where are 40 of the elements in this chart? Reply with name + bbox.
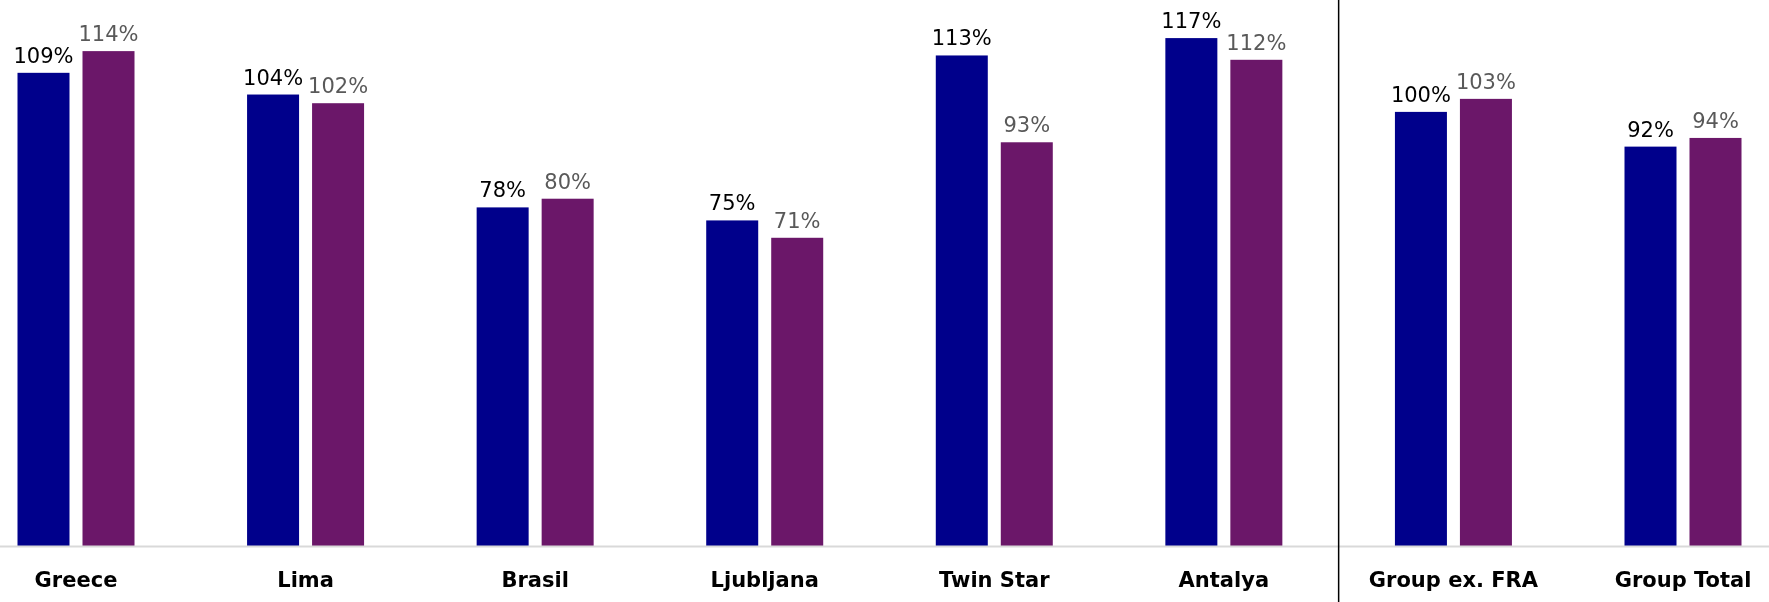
bar [1230, 59, 1283, 546]
bar [1394, 111, 1447, 546]
data-label: 78% [479, 178, 526, 203]
data-label: 80% [544, 169, 591, 194]
data-label: 103% [1455, 69, 1516, 94]
data-label: 109% [13, 43, 74, 68]
bar [771, 237, 824, 546]
data-label: 93% [1003, 113, 1051, 138]
data-label: 104% [243, 65, 304, 90]
bar [541, 198, 594, 546]
x-tick-label: Ljubljana [710, 568, 819, 592]
bar [247, 94, 300, 546]
data-label: 113% [931, 26, 992, 51]
bar [82, 51, 135, 546]
x-tick-label: Lima [277, 568, 334, 592]
bar [476, 207, 529, 546]
x-tick-label: Greece [34, 568, 118, 592]
data-label: 75% [708, 191, 756, 216]
bar [935, 55, 988, 546]
data-label: 94% [1692, 108, 1739, 133]
x-tick-label: Group Total [1614, 568, 1752, 592]
bar [312, 103, 365, 546]
data-label: 117% [1161, 9, 1222, 34]
bar [706, 220, 759, 546]
x-tick-label: Group ex. FRA [1368, 568, 1539, 592]
x-tick-label: Brasil [501, 568, 569, 592]
bar [1000, 142, 1053, 546]
data-label: 71% [773, 208, 821, 233]
data-label: 114% [78, 22, 139, 47]
bar [1165, 38, 1218, 546]
bar [1459, 98, 1512, 546]
bar [1624, 146, 1677, 546]
bar [1689, 137, 1742, 546]
data-label: 100% [1390, 82, 1451, 107]
x-tick-label: Twin Star [939, 568, 1051, 592]
data-label: 102% [308, 74, 369, 99]
bar [17, 72, 70, 546]
data-label: 92% [1627, 117, 1674, 142]
data-label: 112% [1226, 30, 1287, 55]
x-tick-label: Antalya [1178, 568, 1270, 592]
